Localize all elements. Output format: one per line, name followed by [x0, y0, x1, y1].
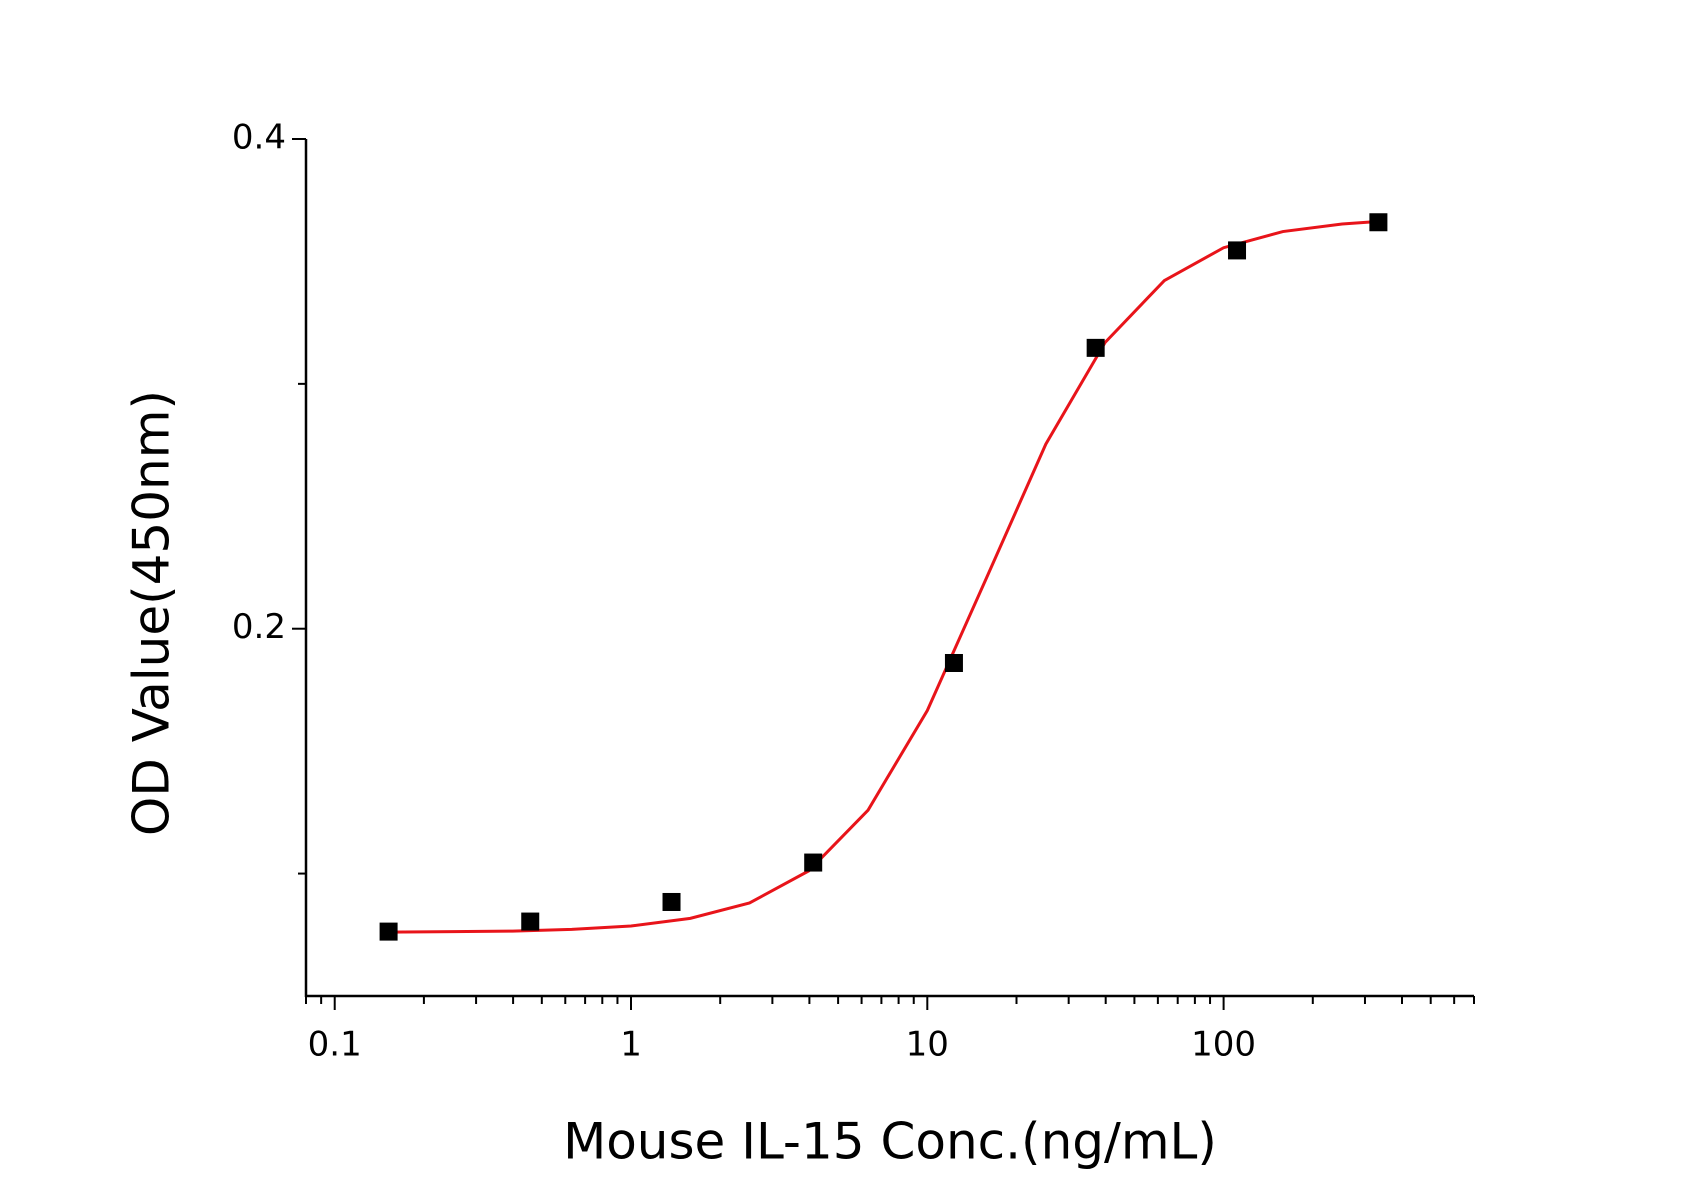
- data-point: [521, 912, 540, 931]
- x-tick-label: 0.1: [308, 1025, 362, 1065]
- x-tick-label: 1: [620, 1025, 642, 1065]
- x-axis-title: Mouse IL-15 Conc.(ng/mL): [563, 1113, 1217, 1171]
- x-tick-label: 100: [1191, 1025, 1256, 1065]
- data-point: [1086, 338, 1105, 357]
- data-point: [662, 892, 681, 911]
- data-point: [1228, 241, 1247, 260]
- data-point: [804, 853, 823, 872]
- data-point: [1369, 213, 1388, 232]
- x-tick-label: 10: [906, 1025, 949, 1065]
- fit-curve: [387, 220, 1378, 934]
- data-point: [944, 653, 963, 672]
- data-point: [379, 922, 398, 941]
- y-tick-label: 0.4: [232, 118, 286, 158]
- y-axis-title: OD Value(450nm): [123, 390, 181, 836]
- y-tick-label: 0.2: [232, 607, 286, 647]
